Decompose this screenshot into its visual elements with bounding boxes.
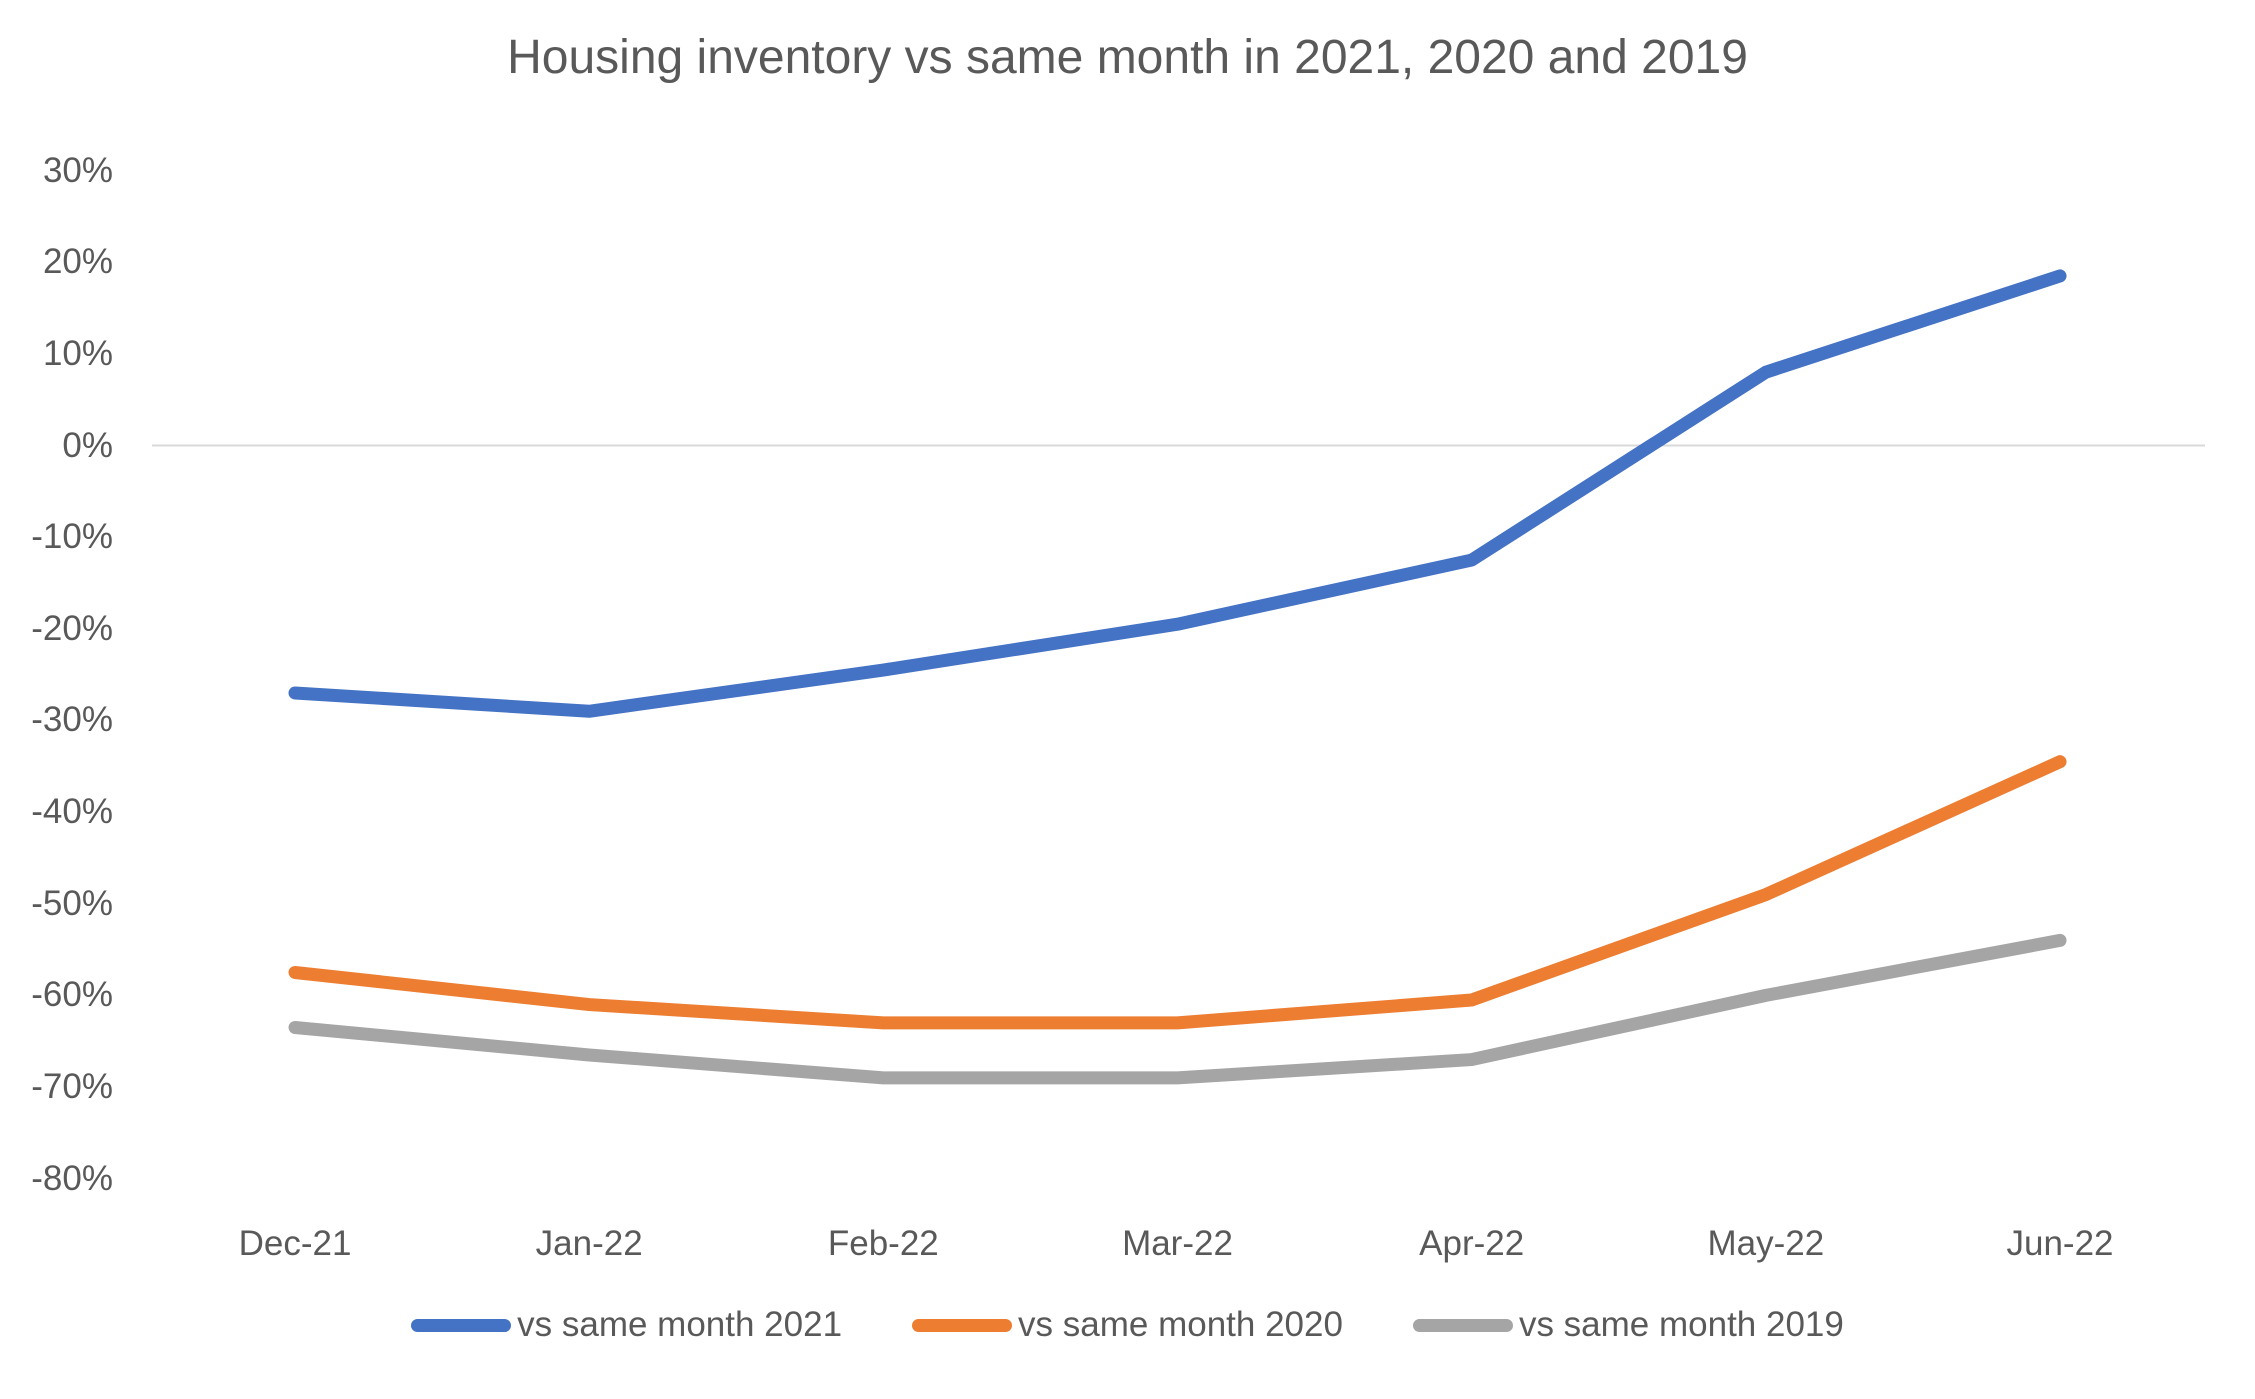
legend: vs same month 2021 vs same month 2020 vs s…	[0, 1305, 2255, 1345]
y-axis-tick-label: -30%	[31, 700, 113, 740]
y-axis-tick-label: -10%	[31, 517, 113, 557]
legend-label: vs same month 2019	[1518, 1305, 1844, 1344]
series-line-vs-same-month-2021	[288, 269, 2067, 718]
y-axis-tick-label: -50%	[31, 883, 113, 923]
y-axis-tick-label: -20%	[31, 608, 113, 648]
y-axis-tick-label: 30%	[42, 150, 113, 190]
legend-line-swatch	[1412, 1318, 1513, 1332]
y-axis-tick-label: 0%	[62, 425, 113, 465]
y-axis-tick-label: -80%	[31, 1158, 113, 1198]
legend-line-swatch	[912, 1318, 1013, 1332]
chart-title: Housing inventory vs same month in 2021,…	[507, 31, 1748, 84]
legend-item[interactable]: vs same month 2020	[912, 1305, 1343, 1345]
legend-item[interactable]: vs same month 2021	[411, 1305, 842, 1345]
legend-label: vs same month 2020	[1018, 1305, 1343, 1344]
legend-item[interactable]: vs same month 2019	[1412, 1305, 1844, 1345]
y-axis-tick-label: -40%	[31, 792, 113, 832]
y-axis-tick-label: 20%	[42, 242, 113, 282]
legend-label: vs same month 2021	[517, 1305, 843, 1344]
y-axis: 30% 20% 10% 0% -10% -20% -30% -40% -50% -60% -70% -…	[0, 0, 113, 1399]
series-line-vs-same-month-2020	[288, 755, 2067, 1030]
y-axis-tick-label: -60%	[31, 975, 113, 1015]
y-axis-tick-label: 10%	[42, 333, 113, 373]
y-axis-tick-label: -70%	[31, 1067, 113, 1107]
legend-line-swatch	[411, 1318, 512, 1332]
series-line-vs-same-month-2019	[288, 933, 2067, 1085]
